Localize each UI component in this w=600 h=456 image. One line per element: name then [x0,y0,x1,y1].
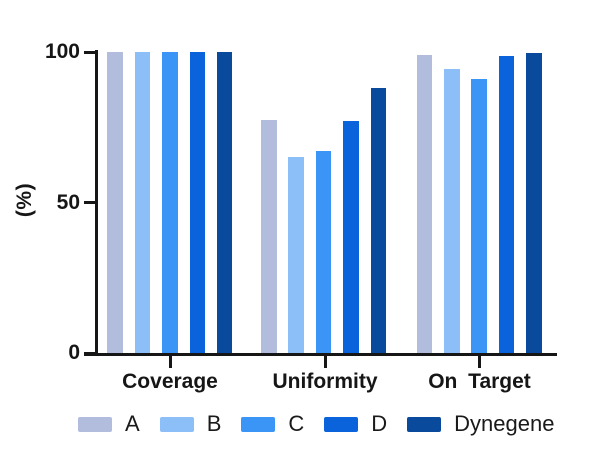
legend-swatch-b [159,416,194,432]
bar-d-coverage [189,52,205,355]
legend-item-c: C [241,412,304,436]
bar-c-on-target [471,79,487,355]
bar-b-uniformity [288,157,304,355]
bar-d-uniformity [343,121,359,355]
y-tick-label: 50 [56,190,80,214]
y-axis-line [95,50,98,356]
x-axis-line [84,353,557,356]
x-axis-label-coverage: Coverage [122,370,218,393]
legend-swatch-dynegene [407,416,442,432]
legend-label-b: B [206,411,222,436]
bar-a-coverage [107,52,123,355]
y-tick-label: 0 [68,341,80,364]
x-tick-mark [323,356,327,368]
bar-b-on-target [444,68,460,355]
legend-swatch-c [241,416,276,432]
legend-item-dynegene: Dynegene [407,412,554,436]
x-tick-mark [478,356,481,368]
y-tick-mark [84,201,96,204]
x-axis-label-on-target: On Target [428,370,531,393]
y-tick-mark [84,50,96,54]
x-axis-label-uniformity: Uniformity [272,370,378,393]
y-tick-mark [84,351,96,355]
bar-c-uniformity [315,151,332,355]
bar-dynegene-on-target [526,52,542,355]
bar-dynegene-coverage [216,52,233,355]
legend-label-dynegene: Dynegene [454,411,555,436]
legend-label-d: D [371,411,388,436]
y-tick-label: 100 [44,40,80,63]
x-tick-mark [168,356,172,368]
legend-item-a: A [78,412,140,436]
bar-c-coverage [162,52,178,355]
legend-swatch-d [324,416,359,432]
legend: A B C D Dynegene [78,412,554,436]
legend-label-c: C [288,411,305,436]
bar-d-on-target [498,55,515,355]
bar-dynegene-uniformity [370,88,387,355]
bar-a-on-target [416,55,433,355]
legend-item-b: B [159,411,222,436]
legend-swatch-a [78,416,112,432]
bar-b-coverage [134,52,151,355]
legend-item-d: D [324,412,387,436]
legend-label-a: A [125,411,140,436]
bar-a-uniformity [261,119,277,355]
